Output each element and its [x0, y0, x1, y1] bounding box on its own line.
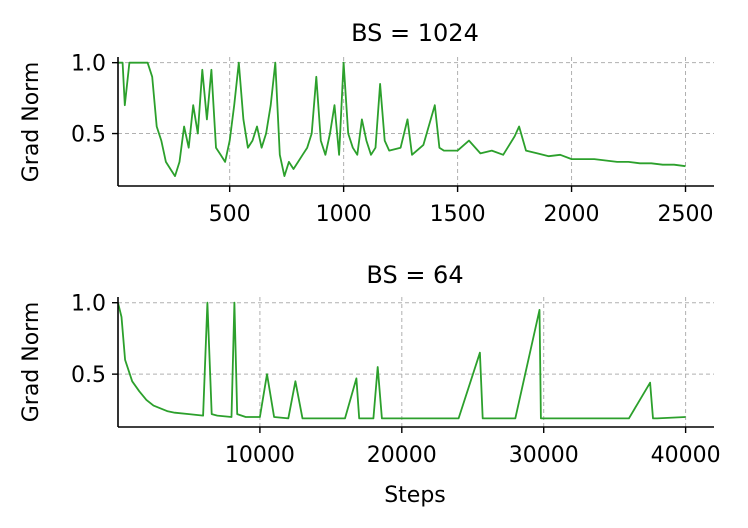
- series-line: [118, 61, 686, 178]
- chart-title: BS = 64: [366, 261, 463, 289]
- x-tick-label: 20000: [367, 443, 437, 468]
- series-line: [117, 301, 686, 420]
- axes: [112, 297, 714, 433]
- y-axis-label: Grad Norm: [19, 62, 44, 183]
- data-line: [118, 61, 686, 178]
- axes: [112, 57, 714, 192]
- y-tick-label: 1.0: [71, 52, 106, 77]
- grid: [118, 297, 714, 427]
- x-tick-label: 2000: [544, 202, 600, 227]
- x-tick-label: 500: [209, 202, 251, 227]
- x-tick-label: 1000: [316, 202, 372, 227]
- x-tick-label: 1500: [430, 202, 486, 227]
- chart-panel-bs1024: BS = 1024 Grad Norm 500 1000 1500 2000 2500 0…: [19, 19, 714, 227]
- y-tick-label: 0.5: [71, 363, 106, 388]
- x-axis-label: Steps: [384, 483, 446, 508]
- y-axis-label: Grad Norm: [19, 302, 44, 423]
- x-tick-label: 10000: [225, 443, 295, 468]
- data-line: [117, 301, 686, 420]
- x-tick-label: 40000: [651, 443, 721, 468]
- x-tick-label: 2500: [658, 202, 714, 227]
- tick-labels: 10000 20000 30000 40000 0.5 1.0: [71, 292, 721, 468]
- x-tick-label: 30000: [509, 443, 579, 468]
- grid: [118, 57, 714, 186]
- tick-labels: 500 1000 1500 2000 2500 0.5 1.0: [71, 52, 714, 227]
- y-tick-label: 0.5: [71, 123, 106, 148]
- chart-title: BS = 1024: [351, 19, 479, 47]
- y-tick-label: 1.0: [71, 292, 106, 317]
- chart-panel-bs64: BS = 64 Grad Norm 10000 20000 30000 40000 0.…: [19, 261, 721, 508]
